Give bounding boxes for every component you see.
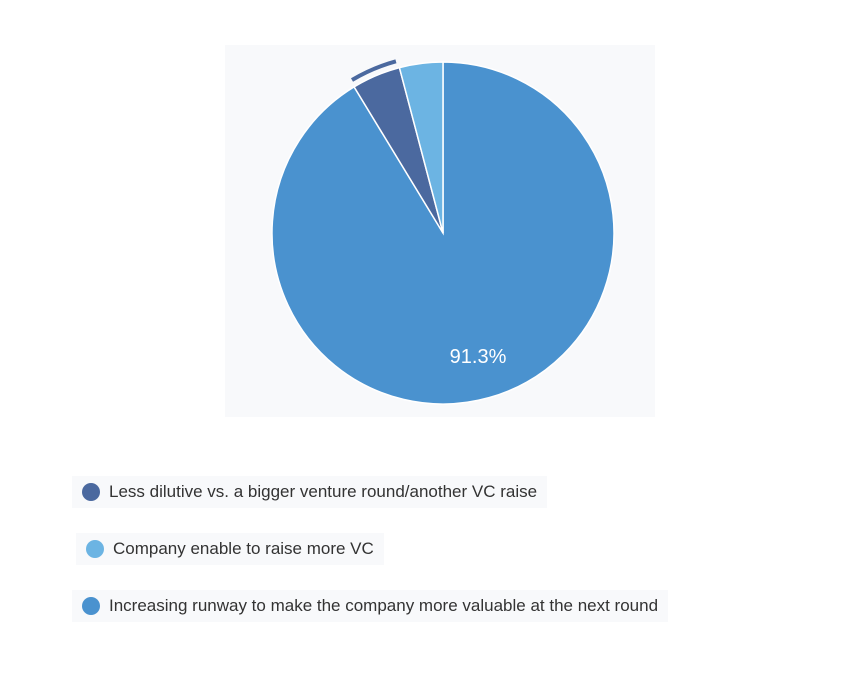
pie-chart: 91.3% [271, 59, 615, 405]
chart-area: 91.3% [225, 45, 655, 417]
legend-item-increasing-runway[interactable]: Increasing runway to make the company mo… [72, 590, 669, 622]
legend-dot-icon [82, 597, 100, 615]
legend-label: Company enable to raise more VC [113, 539, 374, 558]
slice-hover-halo [350, 59, 397, 82]
legend-label: Increasing runway to make the company mo… [109, 596, 659, 615]
legend-item-raise-more-vc[interactable]: Company enable to raise more VC [76, 533, 384, 565]
slice-data-label: 91.3% [450, 346, 507, 368]
legend-item-less-dilutive[interactable]: Less dilutive vs. a bigger venture round… [72, 476, 548, 508]
legend-dot-icon [82, 483, 100, 501]
legend-label: Less dilutive vs. a bigger venture round… [109, 482, 538, 501]
legend-dot-icon [86, 540, 104, 558]
pie-slice[interactable] [398, 61, 444, 234]
